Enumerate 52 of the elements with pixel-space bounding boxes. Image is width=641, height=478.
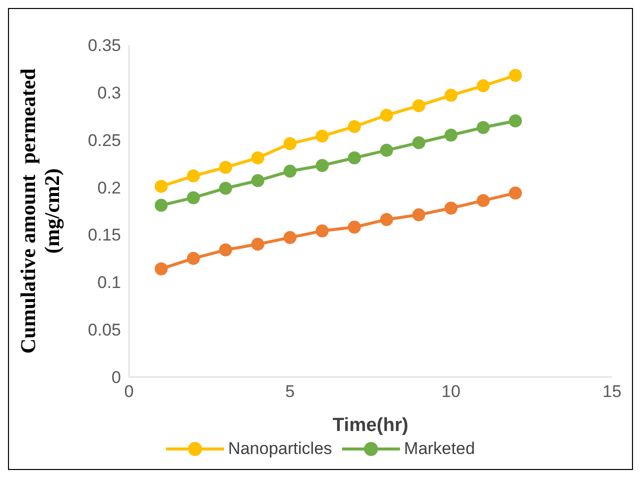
- point: [251, 174, 264, 188]
- y-tick-label: 0.35: [88, 36, 121, 56]
- y-tick-label: 0.1: [97, 273, 121, 292]
- x-tick-label: 10: [442, 382, 460, 402]
- y-tick-label: 0.25: [88, 130, 121, 150]
- point: [284, 137, 296, 150]
- x-axis-title: Time(hr): [332, 415, 408, 436]
- point: [476, 121, 490, 134]
- y-tick-label: 0.05: [88, 320, 121, 340]
- point: [508, 68, 522, 82]
- y-axis-title: Cumulative amount permeated (mg/cm2): [16, 68, 64, 354]
- y-tick-label: 0.3: [97, 83, 121, 102]
- point: [186, 169, 200, 182]
- point: [284, 164, 296, 178]
- point: [316, 158, 329, 172]
- point: [186, 191, 200, 204]
- point: [219, 182, 232, 195]
- legend-label: Nanoparticles: [228, 439, 332, 459]
- y-tick-label: 0.2: [97, 178, 121, 198]
- x-tick-label: 0: [124, 382, 134, 402]
- point: [316, 224, 329, 238]
- point: [380, 108, 394, 122]
- y-tick-label: 0.15: [88, 226, 121, 245]
- point: [476, 194, 490, 208]
- point: [508, 186, 522, 200]
- point: [380, 213, 394, 226]
- point: [219, 243, 232, 256]
- point: [380, 144, 394, 157]
- legend-label: Marketed: [404, 439, 475, 459]
- point: [444, 88, 458, 102]
- point: [154, 198, 168, 212]
- point: [284, 231, 296, 244]
- point: [186, 252, 200, 265]
- point: [412, 208, 426, 222]
- point: [154, 180, 168, 193]
- point: [154, 262, 168, 276]
- x-tick-label: 5: [285, 382, 295, 402]
- point: [412, 136, 426, 150]
- point: [316, 130, 329, 143]
- x-tick-label: 15: [602, 382, 622, 402]
- point: [348, 151, 361, 164]
- point: [348, 120, 361, 134]
- point: [348, 220, 361, 234]
- point: [251, 151, 264, 164]
- point: [412, 99, 426, 112]
- point: [444, 202, 458, 215]
- point: [251, 238, 264, 251]
- y-tick-label: 0: [112, 368, 121, 388]
- point: [476, 79, 490, 92]
- point: [444, 128, 458, 142]
- point: [508, 114, 522, 128]
- point: [219, 160, 232, 174]
